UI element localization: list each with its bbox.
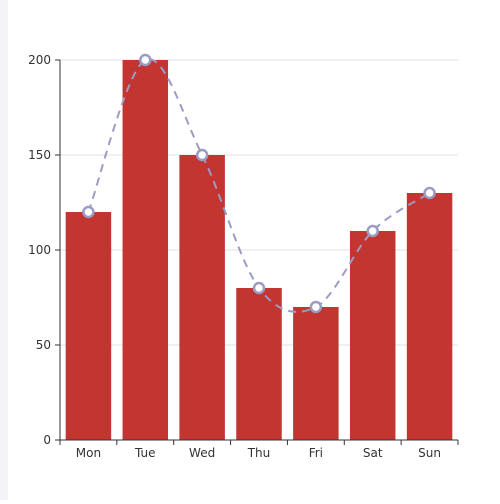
x-tick-label: Tue — [134, 446, 156, 460]
line-point-tue — [139, 53, 152, 67]
bar-sun — [406, 193, 453, 440]
bar-thu — [236, 288, 282, 440]
bar-mon — [65, 212, 112, 440]
axes: 0 50 100 150 200 Mon Tue Wed Thu Fri Sat Sun — [28, 53, 459, 460]
line-point-mon — [82, 205, 95, 219]
y-tick-label: 50 — [36, 338, 51, 352]
x-tick-label: Thu — [247, 446, 271, 460]
y-tick-label: 100 — [28, 243, 51, 257]
line-point-sat — [366, 224, 379, 238]
x-tick-label: Mon — [76, 446, 101, 460]
line-point-sun — [423, 186, 436, 200]
y-tick-label: 0 — [43, 433, 51, 447]
bar-series — [65, 60, 453, 440]
x-tick-label: Sat — [363, 446, 383, 460]
bar-sat — [349, 231, 396, 440]
x-tick-label: Wed — [189, 446, 215, 460]
bar-tue — [122, 60, 169, 440]
line-point-thu — [252, 281, 266, 295]
bar-wed — [179, 155, 225, 440]
bar-fri — [293, 307, 339, 440]
page-margin-strip — [0, 0, 8, 500]
y-tick-label: 150 — [28, 148, 51, 162]
x-tick-label: Sun — [418, 446, 441, 460]
x-tick-label: Fri — [309, 446, 323, 460]
line-markers — [82, 53, 436, 314]
line-point-fri — [309, 300, 323, 314]
line-point-wed — [195, 148, 209, 162]
y-tick-label: 200 — [28, 53, 51, 67]
